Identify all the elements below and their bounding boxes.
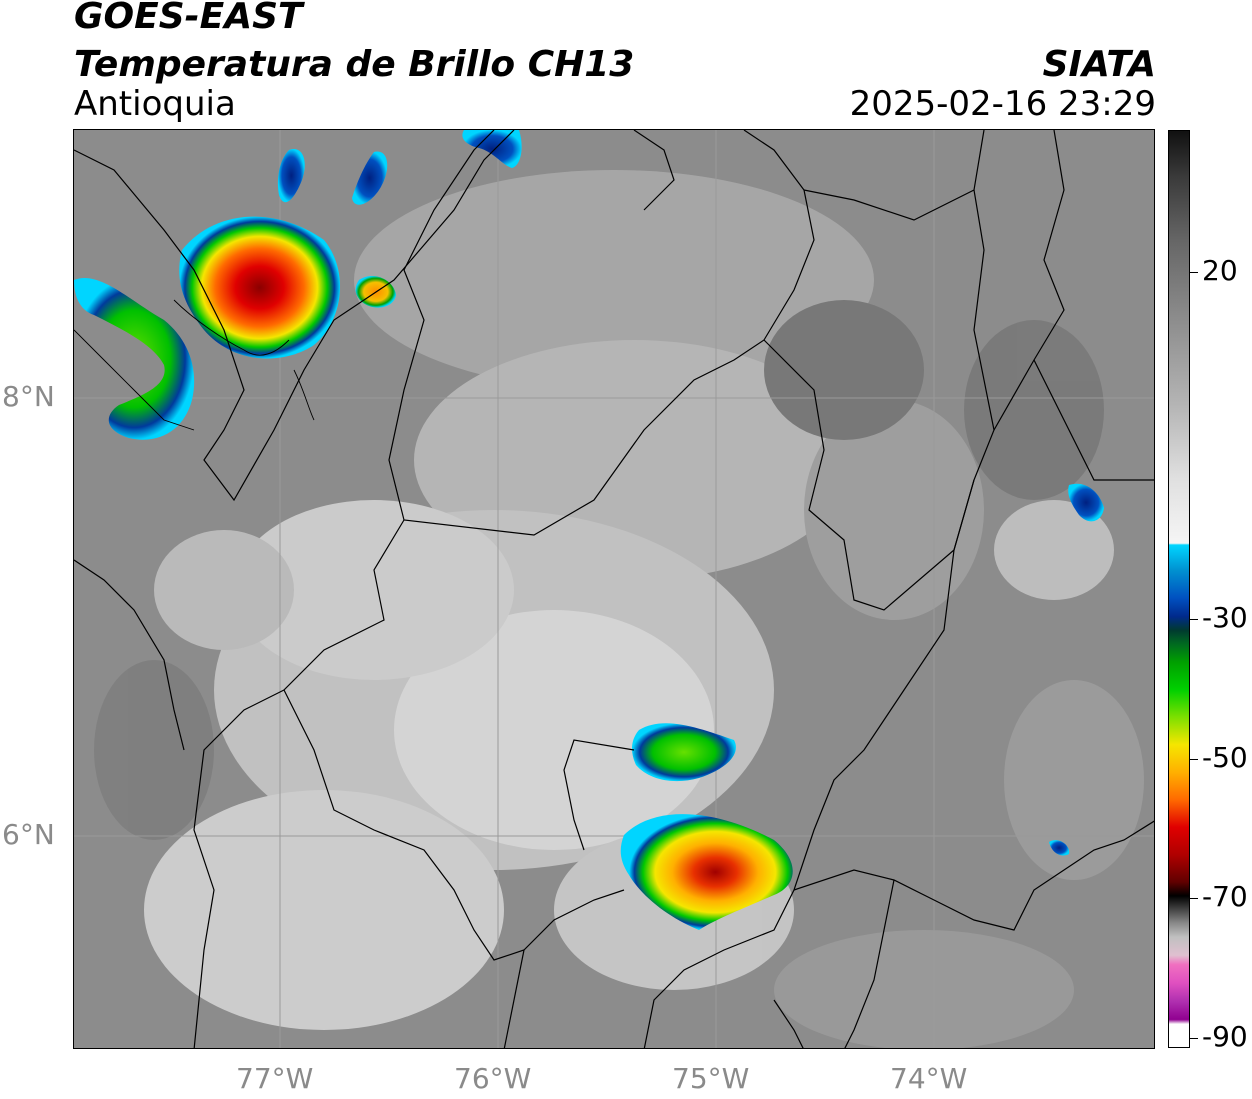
colorbar-tick: [1190, 759, 1198, 760]
convective-cells: [74, 130, 1104, 930]
lat-label-8n: 8°N: [2, 380, 55, 413]
lon-label-74w: 74°W: [890, 1062, 968, 1095]
lon-label-75w: 75°W: [672, 1062, 750, 1095]
region-title: Antioquia: [74, 84, 236, 124]
colorbar-tick: [1190, 898, 1198, 899]
agency-label: SIATA: [1042, 44, 1156, 85]
colorbar-label: -90: [1202, 1020, 1248, 1053]
colorbar-tick: [1190, 272, 1198, 273]
lon-label-76w: 76°W: [454, 1062, 532, 1095]
satellite-title: GOES-EAST: [74, 0, 303, 37]
lon-label-77w: 77°W: [236, 1062, 314, 1095]
map-canvas: [74, 130, 1154, 1048]
colorbar-tick: [1190, 1038, 1198, 1039]
timestamp-label: 2025-02-16 23:29: [849, 84, 1156, 124]
colorbar: [1168, 130, 1190, 1048]
colorbar-label: -70: [1202, 880, 1248, 913]
colorbar-label: -30: [1202, 601, 1248, 634]
cloud-field: [94, 170, 1144, 1048]
admin-boundaries: [74, 130, 1154, 1048]
colorbar-label: 20: [1202, 254, 1238, 287]
lat-label-6n: 6°N: [2, 818, 55, 851]
colorbar-label: -50: [1202, 741, 1248, 774]
satellite-map[interactable]: [73, 129, 1155, 1049]
colorbar-tick: [1190, 619, 1198, 620]
coastline: [74, 299, 315, 431]
product-title: Temperatura de Brillo CH13: [74, 44, 635, 85]
